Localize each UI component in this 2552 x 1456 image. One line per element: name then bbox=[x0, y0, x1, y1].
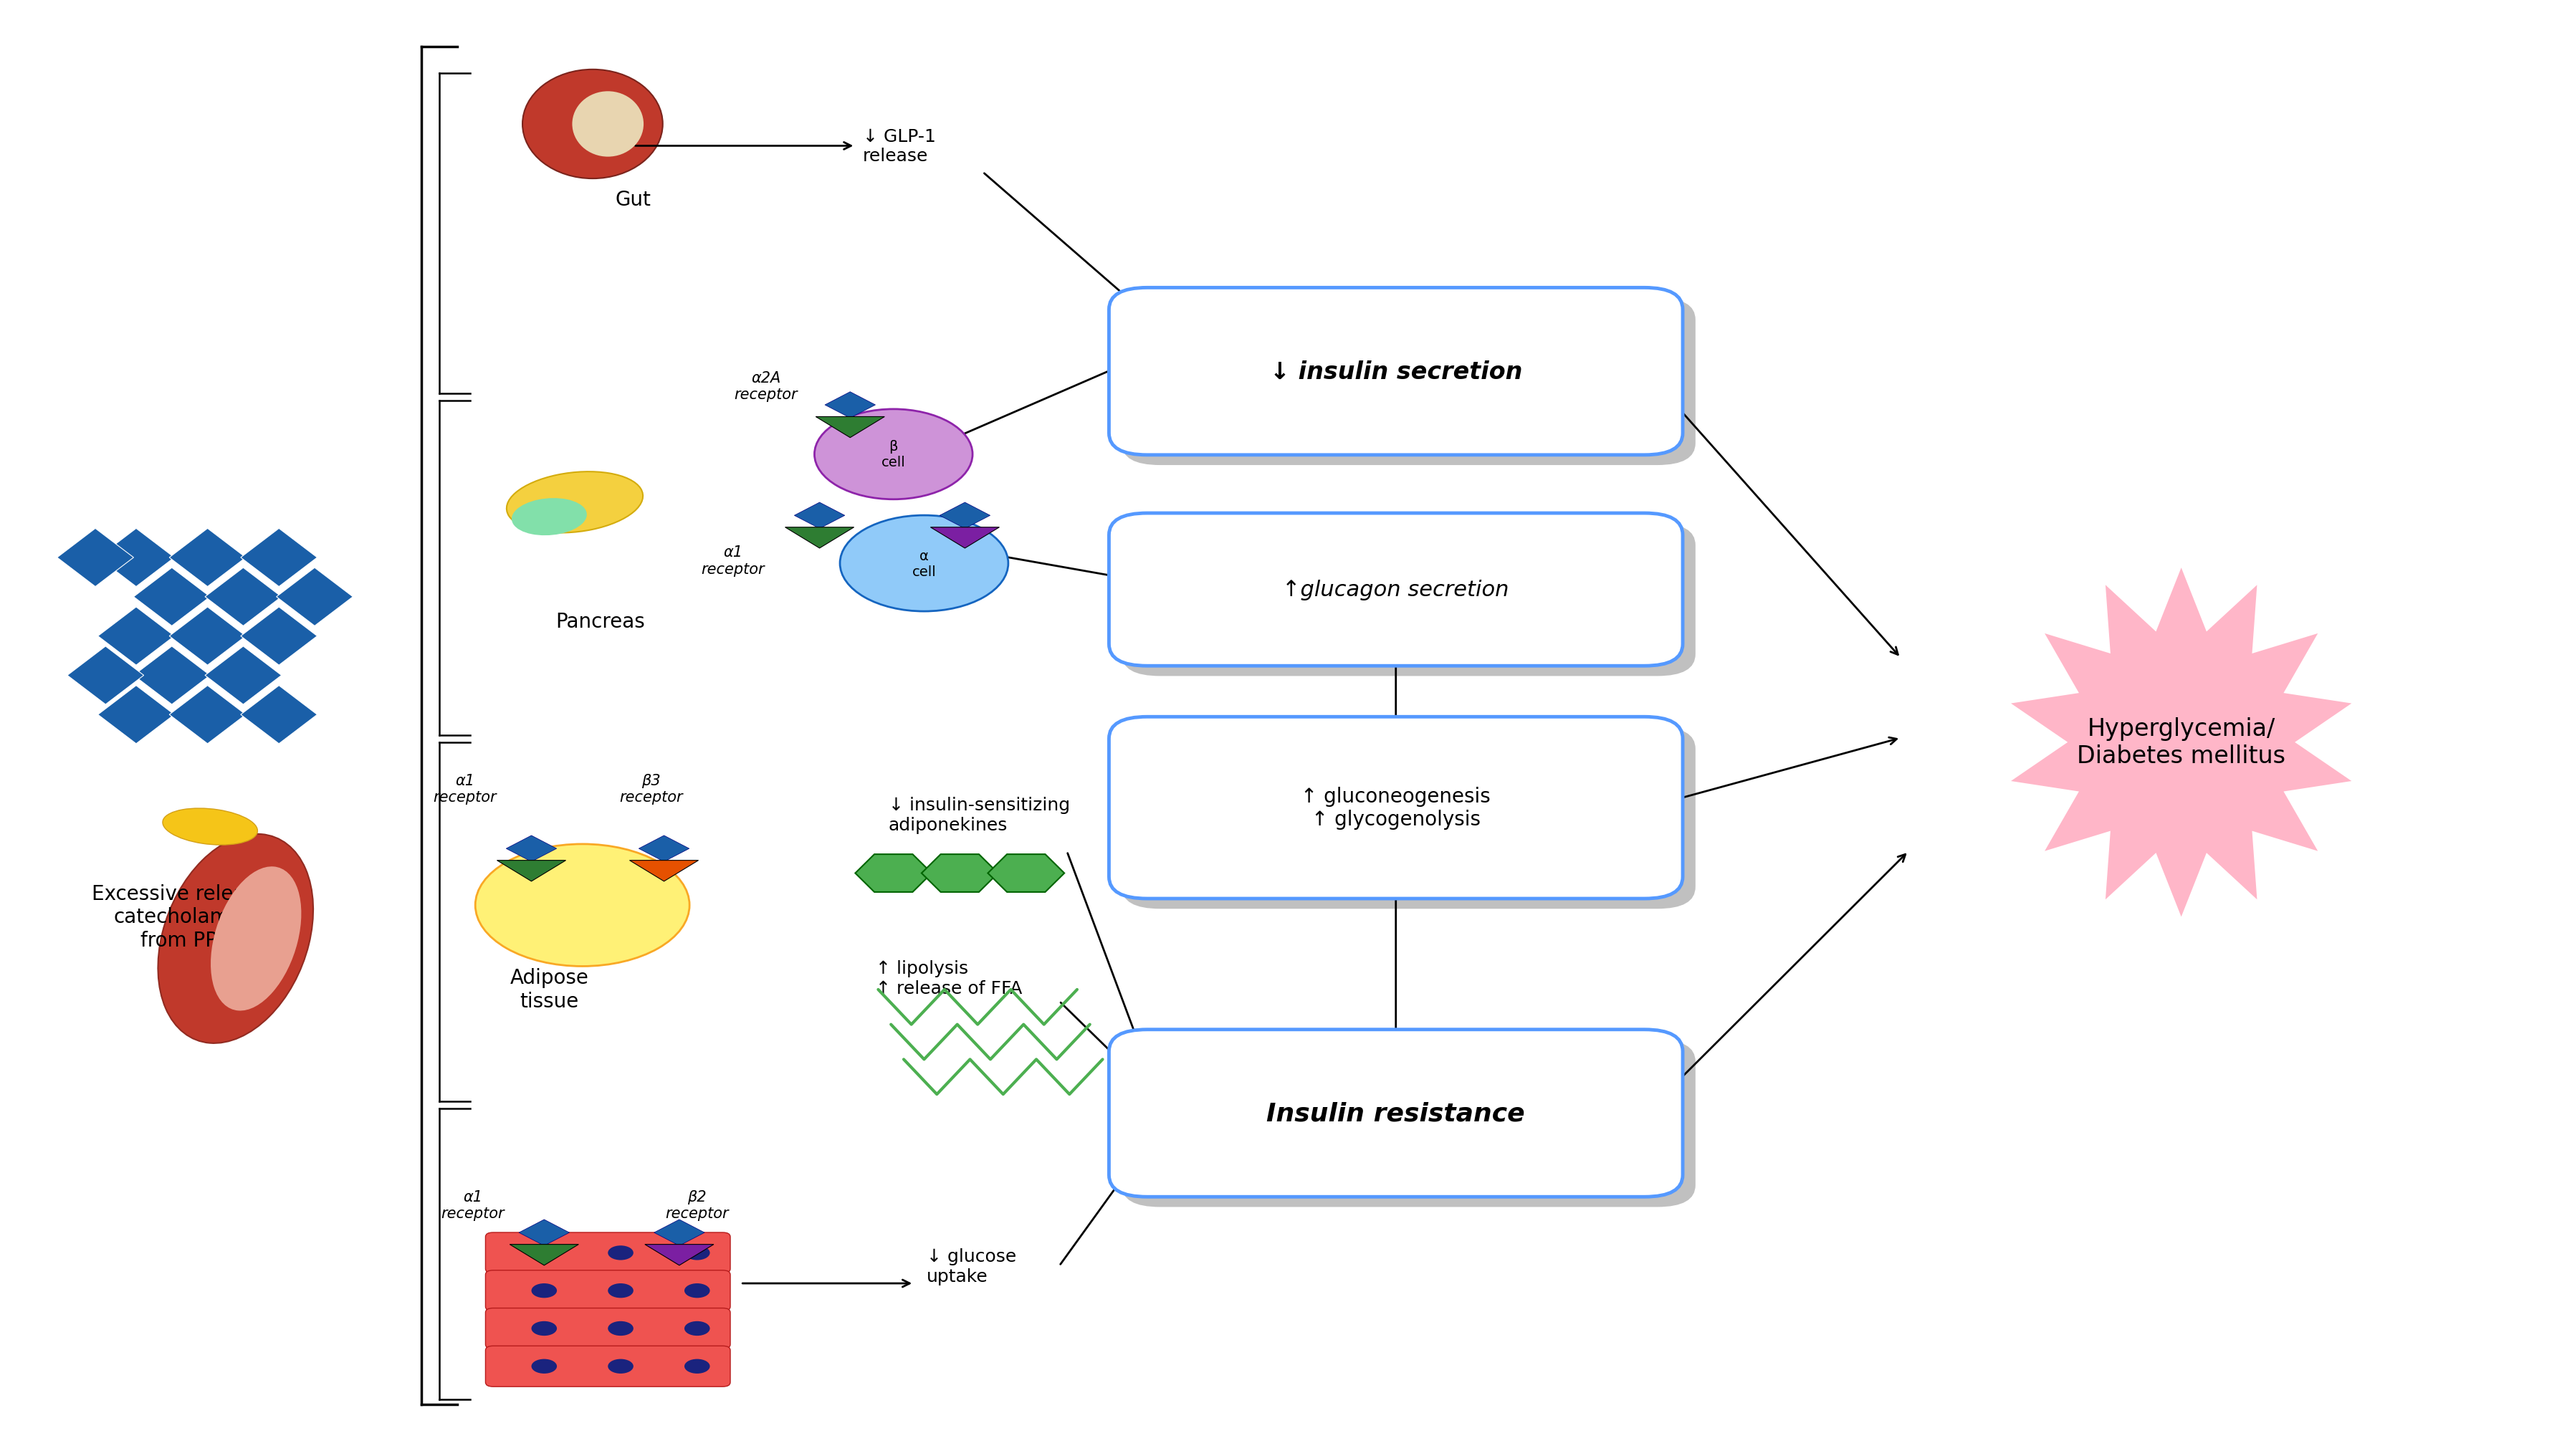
Text: Gut: Gut bbox=[615, 191, 651, 210]
Polygon shape bbox=[824, 392, 875, 418]
Circle shape bbox=[684, 1358, 709, 1373]
FancyBboxPatch shape bbox=[485, 1345, 730, 1386]
Circle shape bbox=[531, 1246, 556, 1259]
Text: ↑glucagon secretion: ↑glucagon secretion bbox=[1284, 579, 1508, 600]
Polygon shape bbox=[97, 607, 174, 665]
Text: Skeletal muscle: Skeletal muscle bbox=[549, 1324, 704, 1344]
Polygon shape bbox=[240, 529, 316, 587]
Polygon shape bbox=[931, 527, 1000, 549]
Text: α2A
receptor: α2A receptor bbox=[735, 371, 799, 402]
Polygon shape bbox=[97, 686, 174, 744]
Polygon shape bbox=[133, 646, 209, 705]
Polygon shape bbox=[168, 686, 245, 744]
Polygon shape bbox=[939, 502, 990, 529]
Ellipse shape bbox=[163, 808, 258, 844]
Text: Insulin resistance: Insulin resistance bbox=[1266, 1101, 1526, 1125]
Text: β
cell: β cell bbox=[880, 440, 906, 469]
Text: Pancreas: Pancreas bbox=[556, 612, 646, 632]
FancyBboxPatch shape bbox=[1110, 288, 1682, 456]
Ellipse shape bbox=[572, 92, 643, 157]
Text: α1
receptor: α1 receptor bbox=[434, 773, 498, 805]
Circle shape bbox=[607, 1321, 633, 1335]
FancyBboxPatch shape bbox=[1123, 298, 1695, 466]
Text: β2
receptor: β2 receptor bbox=[666, 1190, 730, 1220]
Circle shape bbox=[607, 1283, 633, 1297]
Text: Hyperglycemia/
Diabetes mellitus: Hyperglycemia/ Diabetes mellitus bbox=[2077, 716, 2287, 767]
Polygon shape bbox=[133, 568, 209, 626]
Text: α1
receptor: α1 receptor bbox=[702, 546, 766, 577]
Polygon shape bbox=[510, 1245, 579, 1265]
Text: Excessive release of
catecholamines
from PPGL: Excessive release of catecholamines from… bbox=[92, 884, 293, 951]
Polygon shape bbox=[240, 686, 316, 744]
Text: ↑ gluconeogenesis
↑ glycogenolysis: ↑ gluconeogenesis ↑ glycogenolysis bbox=[1302, 786, 1490, 830]
Polygon shape bbox=[630, 860, 699, 881]
Text: ↓ insulin-sensitizing
adiponekines: ↓ insulin-sensitizing adiponekines bbox=[888, 796, 1069, 834]
Text: ↓ glucose
uptake: ↓ glucose uptake bbox=[926, 1248, 1016, 1284]
Polygon shape bbox=[653, 1220, 704, 1246]
Polygon shape bbox=[204, 568, 281, 626]
Polygon shape bbox=[97, 529, 174, 587]
FancyBboxPatch shape bbox=[1123, 524, 1695, 677]
Text: α
cell: α cell bbox=[911, 549, 937, 578]
Polygon shape bbox=[988, 855, 1064, 893]
FancyBboxPatch shape bbox=[1123, 1040, 1695, 1207]
Polygon shape bbox=[817, 416, 886, 438]
Circle shape bbox=[814, 409, 972, 499]
Polygon shape bbox=[921, 855, 998, 893]
Polygon shape bbox=[66, 646, 143, 705]
Polygon shape bbox=[168, 607, 245, 665]
Text: α1
receptor: α1 receptor bbox=[441, 1190, 505, 1220]
FancyBboxPatch shape bbox=[485, 1270, 730, 1310]
Circle shape bbox=[475, 844, 689, 967]
Polygon shape bbox=[276, 568, 352, 626]
FancyBboxPatch shape bbox=[485, 1307, 730, 1348]
FancyBboxPatch shape bbox=[1110, 1029, 1682, 1197]
Ellipse shape bbox=[508, 472, 643, 533]
Circle shape bbox=[531, 1358, 556, 1373]
Polygon shape bbox=[518, 1220, 569, 1246]
Polygon shape bbox=[56, 529, 133, 587]
Polygon shape bbox=[646, 1245, 715, 1265]
Circle shape bbox=[684, 1283, 709, 1297]
Circle shape bbox=[840, 515, 1008, 612]
Ellipse shape bbox=[212, 866, 301, 1010]
Polygon shape bbox=[638, 836, 689, 862]
Text: Adipose
tissue: Adipose tissue bbox=[510, 968, 590, 1010]
FancyBboxPatch shape bbox=[1110, 718, 1682, 898]
Polygon shape bbox=[240, 607, 316, 665]
Polygon shape bbox=[498, 860, 567, 881]
Circle shape bbox=[684, 1321, 709, 1335]
FancyBboxPatch shape bbox=[1123, 728, 1695, 909]
Circle shape bbox=[607, 1246, 633, 1259]
Polygon shape bbox=[505, 836, 556, 862]
Ellipse shape bbox=[513, 498, 587, 536]
Polygon shape bbox=[2011, 568, 2350, 917]
Ellipse shape bbox=[523, 70, 664, 179]
Circle shape bbox=[531, 1283, 556, 1297]
Polygon shape bbox=[786, 527, 855, 549]
Ellipse shape bbox=[158, 834, 314, 1044]
Text: β3
receptor: β3 receptor bbox=[620, 773, 684, 805]
Circle shape bbox=[607, 1358, 633, 1373]
FancyBboxPatch shape bbox=[485, 1233, 730, 1273]
Text: ↓ insulin secretion: ↓ insulin secretion bbox=[1268, 360, 1521, 383]
Text: ↑ lipolysis
↑ release of FFA: ↑ lipolysis ↑ release of FFA bbox=[875, 960, 1023, 997]
Text: ↓ GLP-1
release: ↓ GLP-1 release bbox=[863, 128, 937, 165]
Text: β2
receptor: β2 receptor bbox=[944, 546, 1008, 577]
FancyBboxPatch shape bbox=[1110, 514, 1682, 667]
Circle shape bbox=[684, 1246, 709, 1259]
Circle shape bbox=[531, 1321, 556, 1335]
Polygon shape bbox=[168, 529, 245, 587]
Polygon shape bbox=[794, 502, 845, 529]
Polygon shape bbox=[855, 855, 931, 893]
Polygon shape bbox=[204, 646, 281, 705]
